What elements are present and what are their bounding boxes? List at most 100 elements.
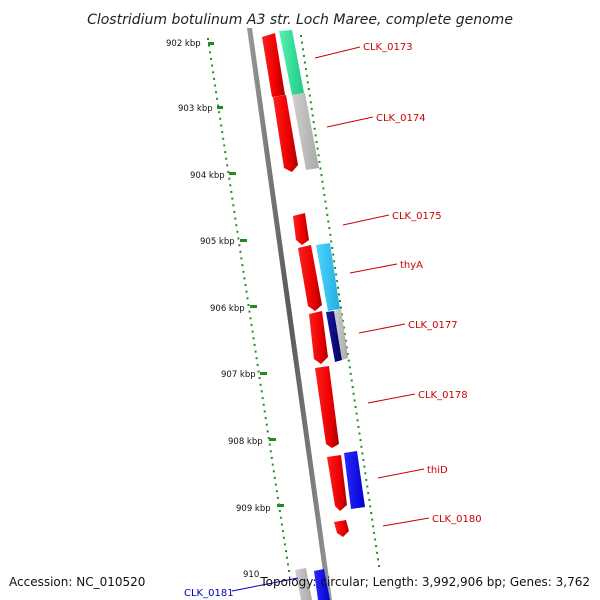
ruler-dot [237, 237, 240, 240]
ruler-dot [280, 523, 283, 526]
ruler-dot [234, 217, 237, 220]
track-dot [355, 412, 358, 415]
ruler-dot [233, 210, 236, 213]
tick-mark [260, 372, 267, 375]
cog-block-navy[interactable] [326, 311, 342, 362]
ruler-dot [218, 111, 221, 114]
track-dot [332, 253, 335, 256]
track-dot [370, 512, 373, 514]
track-dot [328, 227, 331, 230]
gene-label-clk0177[interactable]: CLK_0177 [408, 320, 458, 331]
leader-line [349, 263, 398, 274]
ruler-dot [239, 250, 242, 253]
cds-arrow-clk0175[interactable] [293, 213, 309, 245]
track-dot [378, 565, 380, 567]
gene-label-clk0175[interactable]: CLK_0175 [392, 211, 442, 222]
genome-summary-text: Topology: circular; Length: 3,992,906 bp… [259, 575, 590, 589]
track-dot [304, 68, 307, 71]
cds-arrow-clk0174[interactable] [273, 95, 298, 172]
cds-arrow-clk0177[interactable] [309, 311, 328, 364]
cds-arrow-thiD[interactable] [327, 455, 347, 511]
gene-label-clk0180[interactable]: CLK_0180 [432, 514, 482, 525]
gene-label-thiD[interactable]: thiD [427, 465, 448, 476]
cog-block-blue[interactable] [344, 451, 365, 509]
track-dot [372, 525, 375, 528]
ruler-dot [271, 463, 274, 466]
cds-arrow-clk0180[interactable] [334, 520, 349, 537]
leader-line [231, 577, 299, 592]
cog-block-gray[interactable] [292, 93, 319, 170]
ruler-dot [263, 410, 266, 413]
tick-mark [208, 42, 214, 45]
track-dot [326, 213, 329, 216]
gene-label-clk0178[interactable]: CLK_0178 [418, 390, 468, 401]
ruler-dot [267, 437, 270, 439]
ruler-dot [275, 490, 278, 493]
track-dot [316, 147, 319, 150]
ruler-dot [224, 151, 227, 154]
gene-label-thyA[interactable]: thyA [400, 260, 423, 271]
ruler-dot [236, 230, 239, 233]
ruler-dot [213, 77, 216, 80]
track-dot [317, 154, 320, 157]
ruler-dot [216, 97, 219, 100]
cds-arrow-clk0173[interactable] [262, 33, 285, 97]
track-dot [343, 333, 346, 336]
ruler-dot [247, 304, 250, 306]
ruler-dot [250, 323, 253, 326]
track-dot [347, 359, 350, 362]
genome-backbone [247, 28, 332, 600]
track-dot [310, 107, 313, 110]
ruler-dot [256, 363, 259, 366]
track-dot [341, 319, 344, 322]
tick-903: 903 kbp [178, 104, 223, 114]
cog-block-green[interactable] [279, 30, 304, 95]
gene-label-clk0181[interactable]: CLK_0181 [184, 588, 234, 599]
track-dot [330, 240, 333, 243]
track-dot [349, 372, 352, 375]
cds-arrow-thyA[interactable] [298, 245, 322, 311]
cog-block-partial-gray[interactable] [295, 568, 312, 600]
ruler-dot [217, 104, 220, 107]
ruler-dot [212, 71, 215, 74]
leader-line [382, 517, 430, 527]
gene-label-clk0174[interactable]: CLK_0174 [376, 113, 426, 124]
ruler-dot [257, 370, 260, 373]
track-dot [315, 141, 318, 143]
track-dot [301, 48, 304, 51]
track-dot [300, 35, 302, 37]
track-dot [374, 538, 377, 541]
ruler-dot [241, 264, 244, 267]
track-dot [339, 300, 341, 302]
ruler-dot [268, 443, 271, 446]
ruler-dot [259, 383, 262, 386]
cog-block-partial-blue[interactable] [314, 569, 330, 600]
track-dot [348, 366, 351, 369]
track-dot [307, 88, 310, 90]
cog-block-gray-2[interactable] [334, 309, 348, 360]
track-dot [320, 174, 323, 177]
ruler-dot [266, 430, 269, 433]
cog-block-cyan[interactable] [316, 243, 340, 311]
ruler-dot [286, 556, 288, 559]
leader-line [342, 214, 390, 226]
tick-mark [217, 106, 223, 109]
track-dot [357, 425, 360, 428]
ruler-dot [254, 350, 257, 353]
ruler-dot [245, 290, 248, 293]
ruler-dot [260, 390, 263, 393]
track-dot [313, 127, 316, 130]
tick-label: 904 kbp [190, 171, 225, 181]
tick-902: 902 kbp [166, 39, 214, 49]
ruler-dot [276, 496, 279, 499]
track-dot [338, 293, 340, 296]
ruler-dot [244, 284, 247, 287]
cds-arrow-clk0178[interactable] [315, 366, 339, 448]
track-dot [342, 326, 345, 329]
cds-track [262, 33, 349, 537]
tick-label: 903 kbp [178, 104, 213, 114]
track-dot [366, 485, 369, 488]
gene-label-clk0173[interactable]: CLK_0173 [363, 42, 413, 53]
track-dot [373, 531, 376, 534]
